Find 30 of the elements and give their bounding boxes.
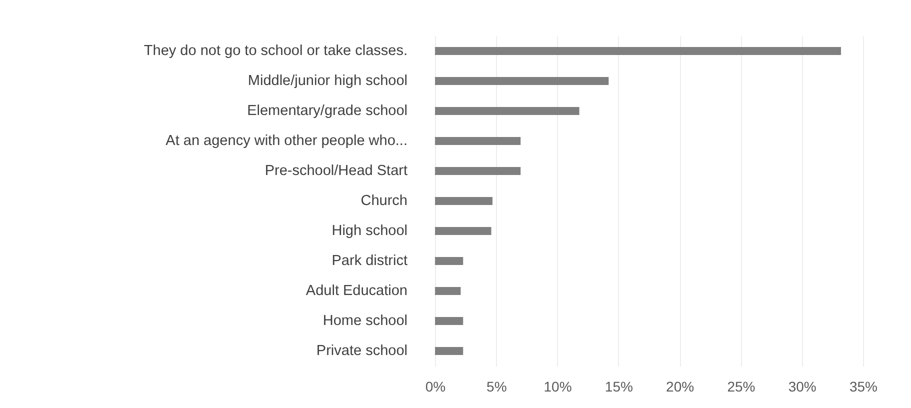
x-tick-label: 30%	[788, 378, 816, 394]
bar	[435, 287, 461, 295]
bar	[435, 167, 521, 175]
y-tick-label: Pre-school/Head Start	[264, 163, 408, 179]
bar	[435, 197, 492, 205]
x-tick-label: 35%	[849, 378, 878, 394]
bar	[435, 347, 464, 355]
y-tick-label: Park district	[332, 253, 408, 269]
x-tick-label: 10%	[544, 378, 572, 394]
y-tick-label: Private school	[316, 343, 408, 359]
bar	[435, 317, 464, 325]
y-tick-label: Church	[360, 193, 408, 209]
bar	[435, 137, 521, 145]
bar	[435, 107, 580, 115]
y-tick-label: Home school	[322, 313, 408, 329]
x-tick-label: 15%	[604, 378, 633, 394]
x-tick-label: 0%	[425, 378, 446, 394]
y-tick-label: High school	[332, 223, 408, 239]
y-tick-label: Middle/junior high school	[248, 73, 408, 89]
bar	[435, 77, 609, 85]
y-tick-label: They do not go to school or take classes.	[144, 43, 408, 59]
y-tick-label: Adult Education	[306, 283, 408, 299]
y-tick-label: At an agency with other people who...	[166, 133, 408, 149]
x-tick-label: 5%	[486, 378, 507, 394]
y-tick-label: Elementary/grade school	[247, 103, 408, 119]
x-tick-label: 20%	[666, 378, 694, 394]
bar	[435, 257, 464, 265]
x-tick-label: 25%	[727, 378, 756, 394]
bar	[435, 47, 841, 55]
bar	[435, 227, 492, 235]
